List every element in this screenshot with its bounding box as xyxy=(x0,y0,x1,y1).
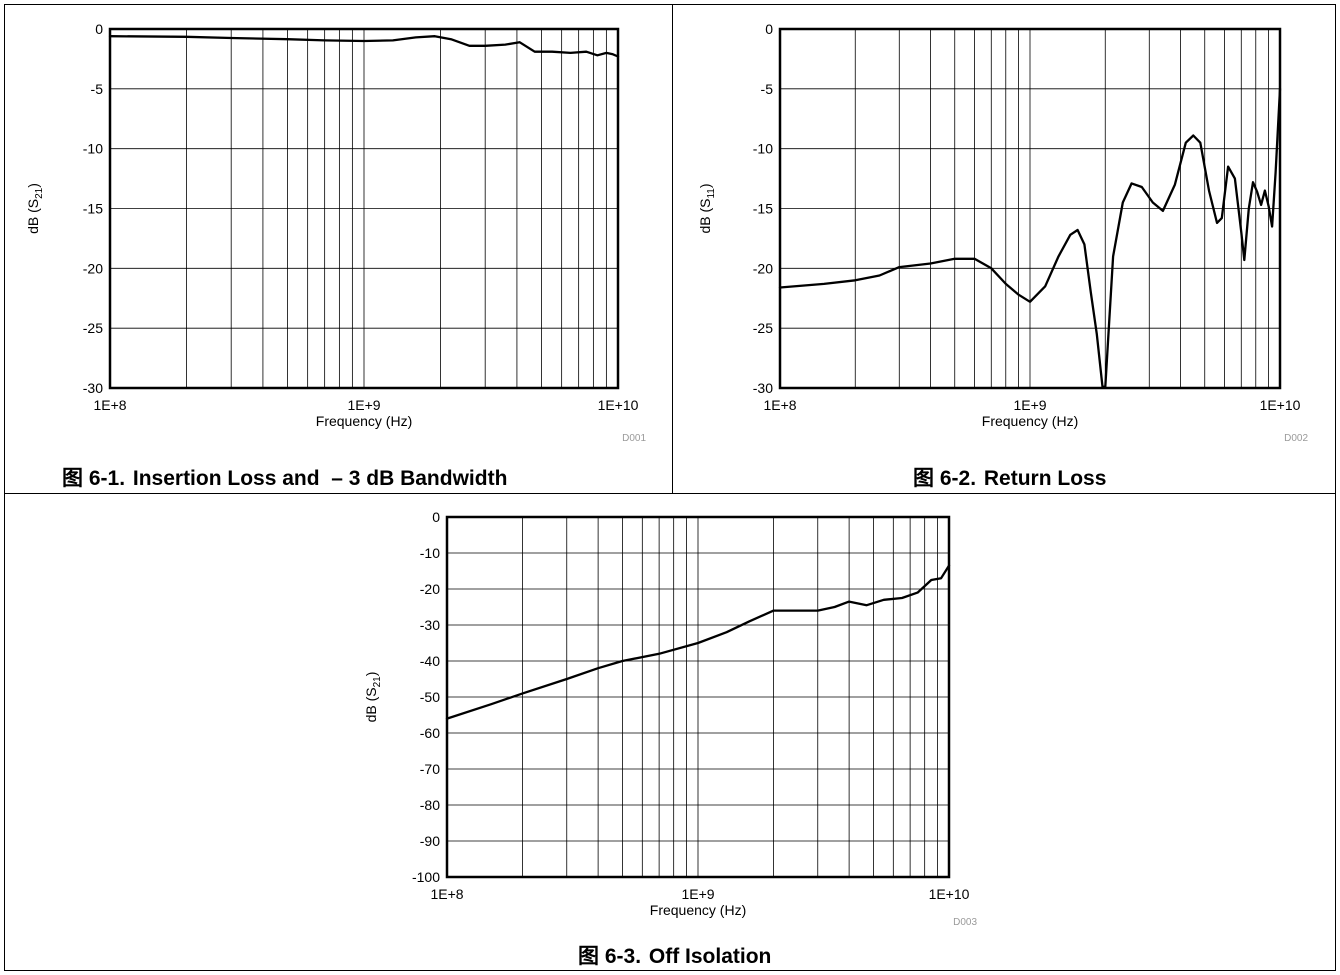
y-tick-label: -5 xyxy=(91,81,104,97)
y-axis-label-end: ) xyxy=(363,672,379,677)
x-tick-label: 1E+10 xyxy=(1260,397,1301,413)
x-tick-label: 1E+8 xyxy=(93,397,126,413)
y-axis-label: dB (S21) xyxy=(363,672,383,723)
y-axis-label-end: ) xyxy=(25,183,41,188)
y-axis-label-main: dB (S xyxy=(25,199,41,234)
y-tick-label: -20 xyxy=(420,581,440,597)
figure-code: D001 xyxy=(622,433,646,444)
y-tick-label: -15 xyxy=(753,201,773,217)
y-tick-label: -10 xyxy=(753,141,773,157)
plot-frame xyxy=(445,515,951,879)
y-axis-label: dB (S11) xyxy=(697,183,717,233)
x-tick-label: 1E+9 xyxy=(681,886,714,902)
y-tick-label: -30 xyxy=(420,617,440,633)
grid xyxy=(110,29,618,388)
y-tick-label: -60 xyxy=(420,725,440,741)
y-tick-label: -40 xyxy=(420,653,440,669)
x-tick-label: 1E+9 xyxy=(347,397,380,413)
y-axis-label-subscript: 21 xyxy=(372,676,383,688)
y-tick-label: -25 xyxy=(753,320,773,336)
y-axis-label: dB (S21) xyxy=(25,183,45,234)
y-axis-label-subscript: 11 xyxy=(706,188,717,199)
series-line xyxy=(108,35,620,58)
figure-code: D003 xyxy=(953,917,977,928)
caption-prefix: 图 xyxy=(913,467,934,490)
plot-frame xyxy=(108,27,620,390)
y-axis-label-end: ) xyxy=(697,183,713,188)
y-tick-label: 0 xyxy=(432,509,440,525)
caption-prefix: 图 xyxy=(62,467,83,490)
figure-cell-6-2 xyxy=(672,4,1336,494)
y-tick-label: -70 xyxy=(420,761,440,777)
y-axis-label-main: dB (S xyxy=(697,199,713,234)
caption-number: 6-2. xyxy=(939,467,977,490)
y-tick-label: -10 xyxy=(83,141,103,157)
y-tick-label: -20 xyxy=(83,260,103,276)
figure-cell-6-1 xyxy=(4,4,673,494)
caption-text: Insertion Loss and – 3 dB Bandwidth xyxy=(132,467,508,490)
x-tick-label: 1E+10 xyxy=(929,886,970,902)
caption-prefix: 图 xyxy=(578,945,599,968)
caption-text: Off Isolation xyxy=(648,945,772,968)
figure-code: D002 xyxy=(1284,433,1308,444)
y-tick-label: -5 xyxy=(761,81,774,97)
figure-6-3-caption: 图 6-3. Off Isolation xyxy=(578,940,771,970)
y-tick-label: -80 xyxy=(420,797,440,813)
y-tick-label: -50 xyxy=(420,689,440,705)
series-line xyxy=(445,564,951,720)
y-tick-label: -25 xyxy=(83,320,103,336)
y-axis-label-subscript: 21 xyxy=(34,187,45,199)
grid xyxy=(780,29,1280,388)
x-tick-label: 1E+10 xyxy=(598,397,639,413)
y-tick-label: 0 xyxy=(765,21,773,37)
y-tick-label: -20 xyxy=(753,260,773,276)
caption-text: Return Loss xyxy=(983,467,1107,490)
y-tick-label: -30 xyxy=(83,380,103,396)
figure-cell-6-3 xyxy=(4,493,1336,971)
x-tick-label: 1E+8 xyxy=(763,397,796,413)
caption-number: 6-3. xyxy=(604,945,642,968)
caption-number: 6-1. xyxy=(88,467,126,490)
y-tick-label: -100 xyxy=(412,869,440,885)
y-tick-label: -10 xyxy=(420,545,440,561)
figure-6-2-caption: 图 6-2. Return Loss xyxy=(913,462,1106,492)
y-tick-label: 0 xyxy=(95,21,103,37)
plot-frame xyxy=(778,27,1282,390)
grid xyxy=(447,517,949,877)
y-axis-label-main: dB (S xyxy=(363,687,379,722)
x-tick-label: 1E+8 xyxy=(430,886,463,902)
x-axis-label: Frequency (Hz) xyxy=(316,413,412,429)
y-tick-label: -15 xyxy=(83,201,103,217)
x-axis-label: Frequency (Hz) xyxy=(650,902,746,918)
y-tick-label: -90 xyxy=(420,833,440,849)
figure-6-1-caption: 图 6-1. Insertion Loss and – 3 dB Bandwid… xyxy=(62,462,507,492)
series-line xyxy=(778,87,1282,388)
x-axis-label: Frequency (Hz) xyxy=(982,413,1078,429)
x-tick-label: 1E+9 xyxy=(1013,397,1046,413)
y-tick-label: -30 xyxy=(753,380,773,396)
